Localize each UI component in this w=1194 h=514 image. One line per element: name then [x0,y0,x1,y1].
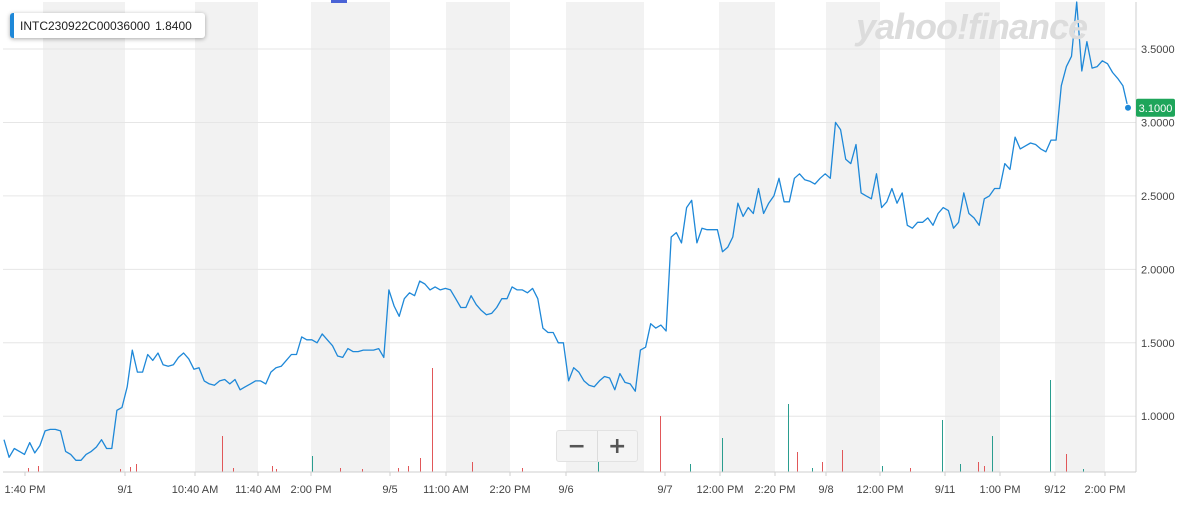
volume-bar [960,464,961,472]
volume-bar [842,450,843,472]
series-color-swatch [10,13,14,38]
top-indicator [331,0,347,3]
volume-bar [910,468,911,472]
volume-bar [28,468,29,472]
volume-bar [812,468,813,472]
y-tick-label: 1.5000 [1141,338,1175,350]
volume-bar [942,420,943,472]
last-price-dot [1124,103,1132,112]
session-band [566,2,644,472]
volume-bar [1083,469,1084,472]
symbol-label[interactable]: INTC230922C00036000 1.8400 [10,13,205,38]
y-tick-label: 2.0000 [1141,264,1175,276]
x-tick-label: 9/6 [558,484,573,496]
x-tick-label: 9/12 [1044,484,1065,496]
y-tick-label: 1.0000 [1141,411,1175,423]
volume-bar [472,462,473,472]
x-tick-label: 1:40 PM [5,484,46,496]
y-tick-label: 3.5000 [1141,44,1175,56]
volume-bar [38,466,39,472]
session-band [945,2,1000,472]
volume-bar [432,368,433,472]
x-tick-label: 9/1 [117,484,132,496]
volume-bar [312,456,313,472]
volume-bar [136,464,137,472]
volume-bar [984,466,985,472]
volume-bar [788,404,789,472]
volume-bar [398,468,399,472]
session-band [43,2,125,472]
volume-bar [276,469,277,472]
volume-bar [1050,380,1051,472]
price-line [3,1,1129,461]
volume-bar [222,436,223,472]
y-axis: 1.0000 1.5000 2.0000 2.5000 3.0000 3.5000 [3,2,1175,473]
current-price-tag [1136,98,1175,117]
y-tick-label: 2.5000 [1141,191,1175,203]
volume-bar [660,416,661,472]
x-tick-label: 10:40 AM [172,484,218,496]
session-band [826,2,880,472]
zoom-controls: − + [556,430,638,462]
x-axis: 1:40 PM 9/1 10:40 AM 11:40 AM 2:00 PM 9/5 11:0… [5,472,1126,496]
ticker-symbol: INTC230922C00036000 [20,18,151,33]
volume-bar [690,464,691,472]
volume-bar [120,469,121,472]
x-tick-label: 9/8 [818,484,833,496]
x-tick-label: 11:00 AM [423,484,469,496]
volume-bar [1066,454,1067,472]
volume-bars [28,368,1084,472]
x-tick-label: 12:00 PM [696,484,743,496]
gridlines [3,48,1136,417]
price-line-layer [3,1,1129,461]
volume-bar [797,452,798,472]
x-tick-label: 2:00 PM [291,484,332,496]
x-tick-label: 12:00 PM [856,484,903,496]
volume-bar [978,462,979,472]
volume-bar [722,438,723,472]
volume-bar [882,466,883,472]
x-tick-label: 11:40 AM [235,484,281,496]
session-band [1055,2,1105,472]
volume-bar [362,469,363,472]
current-price-label: 3.1000 [1139,103,1173,115]
session-bands [43,2,1105,472]
session-band [311,2,390,472]
x-tick-label: 2:20 PM [755,484,796,496]
price-tag-layer: 3.1000 [1124,98,1175,117]
x-tick-label: 9/11 [935,484,956,496]
x-tick-label: 9/7 [657,484,672,496]
session-band [446,2,510,472]
y-tick-label: 3.0000 [1141,117,1175,129]
volume-bar [420,458,421,472]
x-tick-label: 9/5 [382,484,397,496]
volume-bar [130,467,131,472]
volume-bar [233,468,234,472]
volume-bar [992,436,993,472]
zoom-out-button[interactable]: − [567,433,586,459]
session-band [719,2,775,472]
x-tick-label: 2:20 PM [490,484,531,496]
volume-bar [408,466,409,472]
volume-bar [598,458,599,472]
symbol-price: 1.8400 [155,18,192,33]
session-band [195,2,258,472]
x-tick-label: 2:00 PM [1085,484,1126,496]
volume-bar [340,468,341,472]
volume-bar [822,462,823,472]
zoom-in-button[interactable]: + [596,431,638,461]
symbol-text: INTC230922C00036000 1.8400 [20,19,197,33]
volume-bar [522,468,523,472]
yahoo-finance-logo: yahoo!finance [856,6,1088,47]
x-tick-label: 1:00 PM [980,484,1021,496]
volume-bar [272,466,273,472]
